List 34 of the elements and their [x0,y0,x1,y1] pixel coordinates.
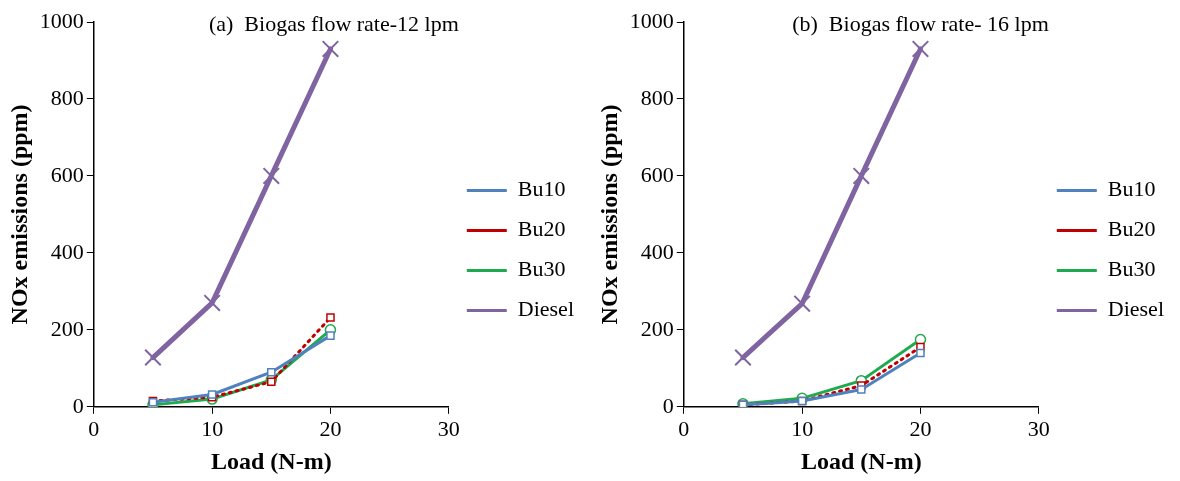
y-tick-label: 200 [640,315,674,341]
y-tick-label: 400 [50,238,84,264]
x-tick-label: 0 [678,415,690,441]
y-tick-label: 800 [640,84,674,110]
y-tick-label: 400 [640,238,674,264]
legend-label: Diesel [1107,296,1164,322]
x-axis-title: Load (N-m) [800,447,922,474]
y-tick-label: 0 [662,392,674,418]
legend-label: Bu10 [517,176,566,202]
y-tick-label: 800 [50,84,84,110]
x-tick-label: 30 [437,415,460,441]
x-tick-label: 20 [909,415,932,441]
x-tick-label: 10 [201,415,224,441]
legend-label: Bu20 [517,216,566,242]
chart-title: (a) Biogas flow rate-12 lpm [208,10,459,36]
legend-label: Bu30 [1107,256,1156,282]
y-tick-label: 1000 [39,7,84,33]
x-axis-title: Load (N-m) [210,447,332,474]
x-tick-label: 30 [1027,415,1050,441]
x-tick-label: 20 [319,415,342,441]
legend-label: Bu20 [1107,216,1156,242]
y-axis-title: NOx emissions (ppm) [595,104,622,325]
y-tick-label: 600 [50,161,84,187]
y-tick-label: 200 [50,315,84,341]
y-tick-label: 1000 [629,7,674,33]
y-tick-label: 600 [640,161,674,187]
chart-title: (b) Biogas flow rate- 16 lpm [792,10,1049,36]
y-axis-title: NOx emissions (ppm) [5,104,32,325]
legend-label: Bu10 [1107,176,1156,202]
y-tick-label: 0 [72,392,84,418]
x-tick-label: 0 [88,415,100,441]
x-tick-label: 10 [791,415,814,441]
legend-label: Diesel [517,296,574,322]
legend-label: Bu30 [517,256,566,282]
